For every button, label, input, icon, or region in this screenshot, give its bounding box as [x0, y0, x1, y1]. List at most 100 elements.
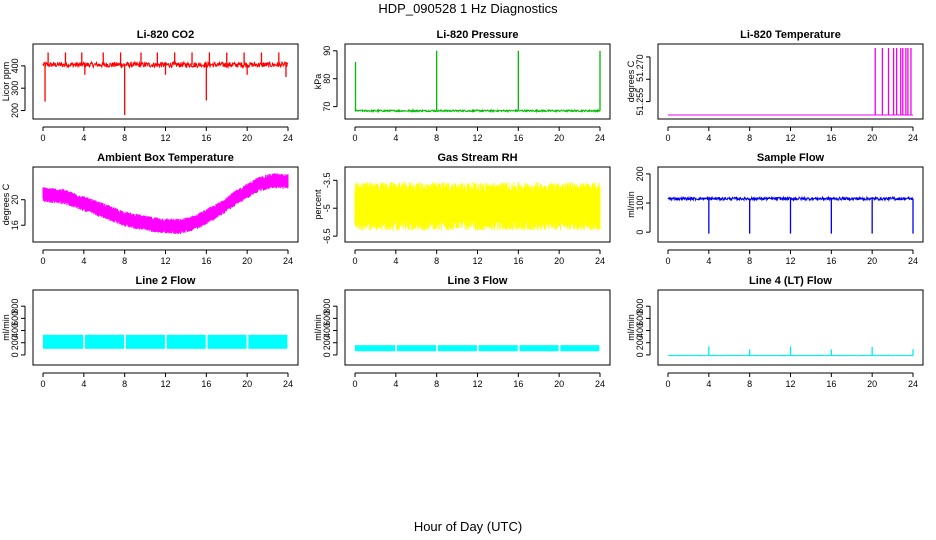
y-tick-label: -3.5 — [322, 173, 332, 189]
x-tick-label: 20 — [554, 379, 564, 389]
x-tick-label: 4 — [393, 256, 398, 266]
panel-ylabel: ml/min — [626, 191, 636, 218]
figure-title: HDP_090528 1 Hz Diagnostics — [378, 1, 558, 16]
y-tick-label: 800 — [322, 299, 332, 314]
series-group — [43, 334, 288, 349]
x-tick-label: 8 — [122, 256, 127, 266]
series-group — [667, 195, 914, 234]
x-tick-label: 8 — [434, 379, 439, 389]
plot-frame — [344, 43, 611, 120]
panel-4: Ambient Box Temperature degrees C 0 4 8 12 16 2… — [1, 152, 299, 266]
y-tick-label: 800 — [10, 299, 20, 314]
y-tick-label: 400 — [10, 323, 20, 338]
x-tick-label: 0 — [665, 256, 670, 266]
y-tick-label: 800 — [635, 299, 645, 314]
x-tick-label: 8 — [434, 256, 439, 266]
y-tick-label: 100 — [635, 196, 645, 211]
x-tick-label: 24 — [908, 379, 918, 389]
y-tick-label: 400 — [635, 323, 645, 338]
x-tick-label: 12 — [472, 379, 482, 389]
x-tick-label: 20 — [554, 133, 564, 143]
x-tick-label: 0 — [40, 133, 45, 143]
series-group — [354, 182, 601, 231]
x-tick-label: 20 — [867, 256, 877, 266]
x-tick-label: 12 — [160, 133, 170, 143]
y-tick-label: -5 — [322, 204, 332, 212]
x-tick-label: 0 — [40, 256, 45, 266]
y-tick-label: 0 — [635, 352, 645, 357]
panel-8: Line 3 Flow ml/min 0 4 8 12 16 20 24 0 20040060080… — [313, 275, 611, 389]
x-tick-label: 12 — [472, 256, 482, 266]
series-band — [560, 345, 600, 352]
panel-ylabel: ml/min — [313, 314, 323, 341]
panel-ylabel: degrees C — [1, 183, 11, 225]
x-tick-label: 16 — [201, 256, 211, 266]
x-tick-label: 16 — [826, 133, 836, 143]
panel-ylabel: kPa — [313, 74, 323, 90]
panel-title: Line 4 (LT) Flow — [749, 275, 832, 287]
y-tick-label: 90 — [322, 46, 332, 56]
series-group — [42, 52, 289, 115]
panel-7: Line 2 Flow ml/min 0 4 8 12 16 20 24 0 20040060080… — [1, 275, 299, 389]
x-tick-label: 8 — [122, 379, 127, 389]
x-tick-label: 0 — [352, 256, 357, 266]
panel-title: Sample Flow — [757, 152, 825, 164]
panel-title: Li-820 Temperature — [740, 29, 841, 41]
y-tick-label: 400 — [10, 58, 20, 73]
x-tick-label: 0 — [40, 379, 45, 389]
x-tick-label: 8 — [122, 133, 127, 143]
series-trace — [354, 108, 601, 114]
plot-frame — [657, 166, 924, 243]
x-tick-label: 24 — [908, 256, 918, 266]
series-group — [42, 173, 289, 235]
x-tick-label: 8 — [434, 133, 439, 143]
x-tick-label: 24 — [595, 256, 605, 266]
x-tick-label: 24 — [283, 256, 293, 266]
panel-title: Line 3 Flow — [448, 275, 508, 287]
series-band — [478, 345, 518, 352]
plot-frame — [344, 289, 611, 366]
x-tick-label: 16 — [826, 256, 836, 266]
x-tick-label: 8 — [747, 379, 752, 389]
series-trace — [667, 195, 914, 203]
x-tick-label: 16 — [513, 256, 523, 266]
x-tick-label: 0 — [665, 133, 670, 143]
plot-frame — [657, 43, 924, 120]
panel-title: Ambient Box Temperature — [97, 152, 234, 164]
y-tick-label: 600 — [322, 311, 332, 326]
x-tick-label: 4 — [81, 133, 86, 143]
y-tick-label: 600 — [635, 311, 645, 326]
series-group — [354, 50, 601, 114]
plot-frame — [32, 166, 299, 243]
y-tick-label: 200 — [10, 103, 20, 118]
series-band — [207, 334, 247, 349]
series-trace — [42, 173, 289, 235]
panel-2: Li-820 Pressure kPa 0 4 8 12 16 20 24 70 80 90 — [313, 29, 611, 143]
x-tick-label: 0 — [665, 379, 670, 389]
x-tick-label: 4 — [81, 379, 86, 389]
panel-1: Li-820 CO2 Licor ppm 0 4 8 12 16 20 24 200 300 400 — [1, 29, 299, 143]
x-tick-label: 12 — [160, 256, 170, 266]
x-tick-label: 16 — [513, 133, 523, 143]
panel-title: Line 2 Flow — [136, 275, 196, 287]
x-tick-label: 12 — [160, 379, 170, 389]
panel-title: Li-820 Pressure — [437, 29, 519, 41]
x-tick-label: 12 — [472, 133, 482, 143]
panel-9: Line 4 (LT) Flow ml/min 0 4 8 12 16 20 24 0 200400… — [626, 275, 924, 389]
y-tick-label: 0 — [322, 352, 332, 357]
panel-3: Li-820 Temperature degrees C 0 4 8 12 16 20 24 51… — [626, 29, 924, 143]
x-tick-label: 20 — [554, 256, 564, 266]
y-tick-label: 20 — [10, 195, 20, 205]
series-group — [667, 346, 914, 357]
x-tick-label: 8 — [747, 256, 752, 266]
y-tick-label: 200 — [322, 335, 332, 350]
x-tick-label: 20 — [867, 133, 877, 143]
series-band — [125, 334, 165, 349]
x-tick-label: 4 — [706, 256, 711, 266]
panel-ylabel: percent — [313, 189, 323, 220]
series-trace — [42, 60, 289, 70]
x-tick-label: 4 — [393, 379, 398, 389]
panel-6: Sample Flow ml/min 0 4 8 12 16 20 24 0 100 200 — [626, 152, 924, 266]
